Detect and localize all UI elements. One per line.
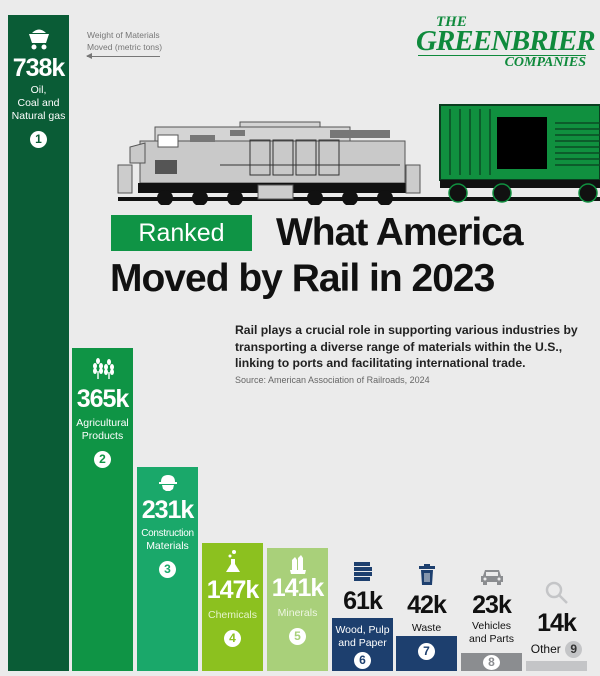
page-title-line1: What America xyxy=(276,211,524,254)
bar-label: Coal and xyxy=(17,97,60,109)
logo-rule xyxy=(418,55,586,56)
description: Rail plays a crucial role in supporting … xyxy=(235,323,578,370)
bar-waste: 7 xyxy=(396,636,457,671)
bar-label: Products xyxy=(81,430,124,442)
bar-chemicals: 147k Chemicals 4 xyxy=(202,543,263,671)
bar-value: 23k xyxy=(472,591,512,619)
hardhat-gear-icon xyxy=(158,475,177,491)
bar-value: 365k xyxy=(76,385,130,413)
bar-label: Wood, Pulp xyxy=(335,624,390,636)
page-title-line2: Moved by Rail in 2023 xyxy=(110,257,495,300)
ranked-badge: Ranked xyxy=(111,215,252,251)
rank-badge: 2 xyxy=(94,451,111,468)
bar-label: Minerals xyxy=(277,607,318,619)
bar-value: 61k xyxy=(343,587,383,615)
bar-label: Agricultural xyxy=(76,417,129,429)
bar-label: Construction xyxy=(141,528,194,539)
logo-main: GREENBRIER xyxy=(416,25,596,57)
bar-construction: 231k Construction Materials 3 xyxy=(137,467,198,671)
units-note-line1: Weight of Materials xyxy=(87,30,160,40)
units-note: Weight of Materials Moved (metric tons) xyxy=(87,29,162,53)
bar-label: Oil, xyxy=(30,84,47,96)
rank-badge: 6 xyxy=(354,652,371,669)
crystal-icon xyxy=(289,555,306,574)
bar-label: Materials xyxy=(146,540,189,552)
coal-cart-icon xyxy=(28,29,49,50)
lumber-icon xyxy=(353,562,372,581)
bar-value: 14k xyxy=(537,609,577,637)
rank-badge: 8 xyxy=(483,655,500,670)
trash-can-icon xyxy=(418,564,435,585)
bar-other xyxy=(526,661,587,671)
bar-value: 738k xyxy=(12,54,66,82)
bar-value: 42k xyxy=(407,591,447,619)
other-label-row: Other 9 xyxy=(526,640,587,658)
source-note: Source: American Association of Railroad… xyxy=(235,375,430,385)
rank-badge: 5 xyxy=(289,628,306,645)
bar-vehicles-header: 23k Vehicles and Parts xyxy=(461,568,522,646)
logo-the: THE xyxy=(436,14,467,30)
bar-minerals: 141k Minerals 5 xyxy=(267,548,328,671)
bar-label: Waste xyxy=(411,622,442,634)
bar-other-header: 14k Other 9 xyxy=(526,580,587,658)
arrow-left-icon xyxy=(86,53,160,59)
rank-badge: 3 xyxy=(159,561,176,578)
bar-label: Chemicals xyxy=(207,609,257,621)
bar-value: 141k xyxy=(271,574,325,602)
units-note-line2: Moved (metric tons) xyxy=(87,42,163,52)
rank-badge: 9 xyxy=(565,641,583,658)
wheat-icon xyxy=(92,358,114,379)
bar-label: Vehicles xyxy=(471,620,512,632)
logo-companies: COMPANIES xyxy=(504,55,586,70)
bar-wood-header: 61k xyxy=(332,560,393,614)
car-icon xyxy=(480,570,503,585)
flask-icon xyxy=(225,550,240,572)
bar-vehicles-parts: 8 xyxy=(461,653,522,671)
rank-badge: 4 xyxy=(224,630,241,647)
bar-value: 231k xyxy=(141,496,195,524)
bar-label: Other xyxy=(530,642,561,656)
bar-label: and Paper xyxy=(338,637,387,649)
magnifier-icon xyxy=(545,581,568,604)
bar-oil-coal-gas: 738k Oil, Coal and Natural gas 1 xyxy=(8,15,69,671)
bar-value: 147k xyxy=(206,576,260,604)
bar-label: Natural gas xyxy=(11,110,66,122)
rank-badge: 7 xyxy=(418,643,435,660)
train-illustration xyxy=(117,104,600,205)
rank-badge: 1 xyxy=(30,131,47,148)
bar-label: and Parts xyxy=(469,633,514,645)
bar-agricultural: 365k Agricultural Products 2 xyxy=(72,348,133,671)
bar-wood-pulp-paper: Wood, Pulp and Paper 6 xyxy=(332,618,393,671)
bar-waste-header: 42k Waste xyxy=(396,564,457,635)
